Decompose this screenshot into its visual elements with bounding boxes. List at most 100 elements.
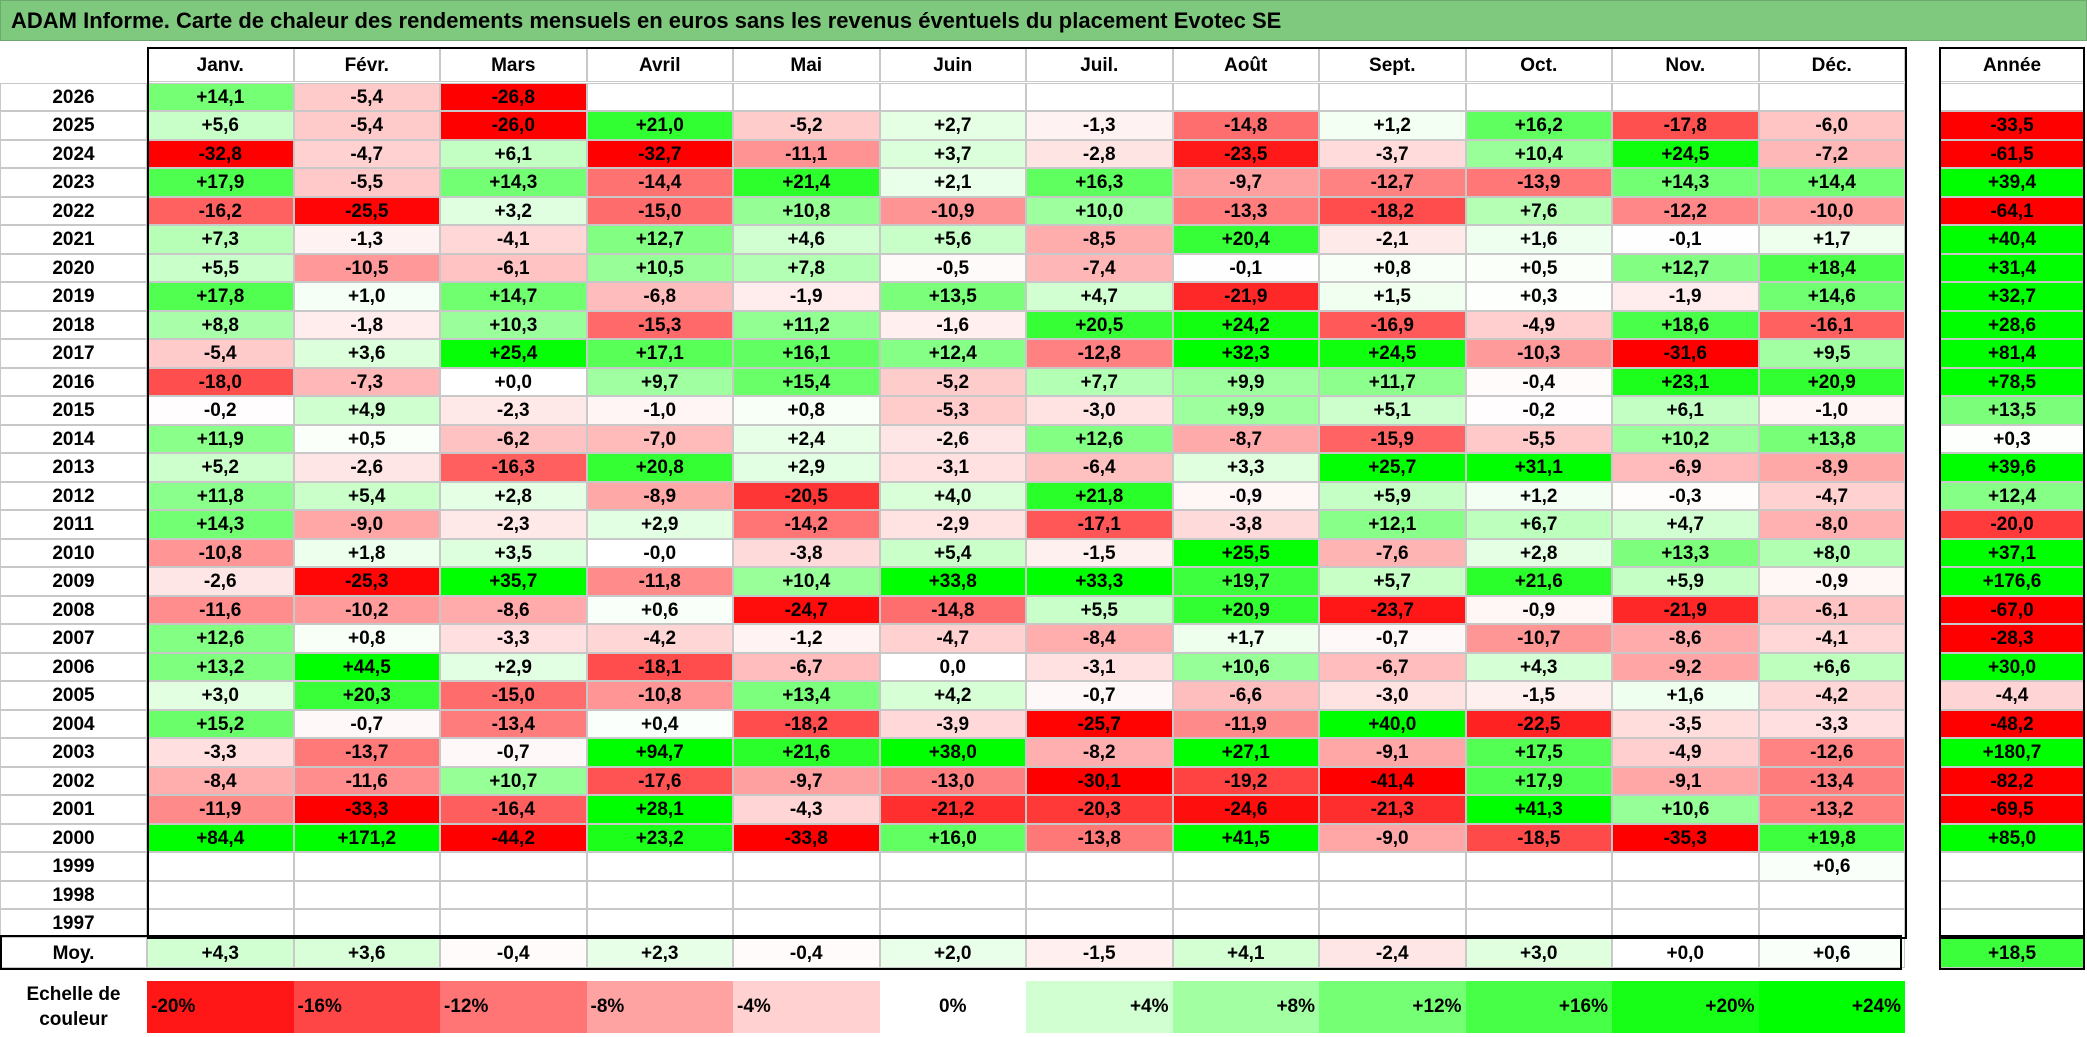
- heatmap-cell: +11,8: [147, 481, 294, 510]
- annual-cell: -4,4: [1939, 681, 2085, 710]
- heatmap-cell: +12,7: [1612, 253, 1759, 282]
- heatmap-cell: -10,3: [1465, 339, 1612, 368]
- heatmap-cell: -32,8: [147, 139, 294, 168]
- heatmap-cell: -7,2: [1758, 139, 1905, 168]
- heatmap-cell: -1,3: [1026, 111, 1173, 140]
- heatmap-cell: +9,5: [1758, 339, 1905, 368]
- heatmap-cell: +9,9: [1172, 396, 1319, 425]
- heatmap-cell: -15,9: [1319, 424, 1466, 453]
- heatmap-cell: +24,2: [1172, 310, 1319, 339]
- heatmap-cell: +16,2: [1465, 111, 1612, 140]
- heatmap-cell: -17,8: [1612, 111, 1759, 140]
- heatmap-cell: [733, 880, 880, 909]
- heatmap-cell: -15,0: [440, 681, 587, 710]
- annual-cell: -28,3: [1939, 624, 2085, 653]
- color-scale-swatch: +16%: [1465, 981, 1612, 1033]
- heatmap-cell: -30,1: [1026, 766, 1173, 795]
- heatmap-cell: -12,6: [1758, 738, 1905, 767]
- heatmap-cell: +4,9: [293, 396, 440, 425]
- heatmap-cell: -9,1: [1612, 766, 1759, 795]
- annual-cell: -20,0: [1939, 510, 2085, 539]
- annual-cell: [1939, 852, 2085, 881]
- heatmap-cell: -3,0: [1026, 396, 1173, 425]
- heatmap-cell: +1,7: [1758, 225, 1905, 254]
- month-header: Juil.: [1026, 47, 1173, 82]
- heatmap-cell: -2,9: [879, 510, 1026, 539]
- annual-cell: -67,0: [1939, 595, 2085, 624]
- heatmap-cell: -6,8: [586, 282, 733, 311]
- heatmap-cell: -13,9: [1465, 168, 1612, 197]
- heatmap-cell: +3,3: [1172, 453, 1319, 482]
- month-header: Mars: [440, 47, 587, 82]
- average-cell: +3,0: [1465, 937, 1612, 968]
- annual-cell: +180,7: [1939, 738, 2085, 767]
- annual-cell: +40,4: [1939, 225, 2085, 254]
- heatmap-cell: -31,6: [1612, 339, 1759, 368]
- year-label: 2025: [0, 111, 147, 140]
- heatmap-cell: -9,7: [733, 766, 880, 795]
- heatmap-cell: -9,2: [1612, 652, 1759, 681]
- annual-cell: +176,6: [1939, 567, 2085, 596]
- month-header: Mai: [733, 47, 880, 82]
- heatmap-cell: -44,2: [440, 823, 587, 852]
- heatmap-cell: -1,6: [879, 310, 1026, 339]
- heatmap-cell: [1026, 82, 1173, 111]
- heatmap-cell: +2,1: [879, 168, 1026, 197]
- heatmap-cell: +14,1: [147, 82, 294, 111]
- heatmap-cell: -6,7: [733, 652, 880, 681]
- heatmap-cell: +14,3: [440, 168, 587, 197]
- heatmap-cell: -10,8: [586, 681, 733, 710]
- heatmap-cell: -5,2: [733, 111, 880, 140]
- heatmap-cell: +8,0: [1758, 538, 1905, 567]
- heatmap-cell: +10,0: [1026, 196, 1173, 225]
- heatmap-cell: +9,7: [586, 367, 733, 396]
- heatmap-cell: -14,8: [1172, 111, 1319, 140]
- heatmap-cell: -5,4: [293, 111, 440, 140]
- heatmap-cell: [440, 880, 587, 909]
- color-scale-swatch: +12%: [1319, 981, 1466, 1033]
- color-scale-swatch: -16%: [293, 981, 440, 1033]
- heatmap-cell: [1026, 880, 1173, 909]
- heatmap-cell: +0,3: [1465, 282, 1612, 311]
- heatmap-cell: +24,5: [1319, 339, 1466, 368]
- heatmap-cell: +4,3: [1465, 652, 1612, 681]
- annual-cell: +13,5: [1939, 396, 2085, 425]
- heatmap-cell: [733, 852, 880, 881]
- heatmap-cell: -8,5: [1026, 225, 1173, 254]
- heatmap-cell: -0,7: [1319, 624, 1466, 653]
- heatmap-cell: -8,0: [1758, 510, 1905, 539]
- heatmap-cell: -21,2: [879, 795, 1026, 824]
- heatmap-cell: +25,7: [1319, 453, 1466, 482]
- heatmap-cell: -0,3: [1612, 481, 1759, 510]
- heatmap-cell: [293, 909, 440, 938]
- heatmap-cell: +2,9: [440, 652, 587, 681]
- heatmap-cell: -11,6: [147, 595, 294, 624]
- average-cell: +4,1: [1172, 937, 1319, 968]
- heatmap-cell: -17,6: [586, 766, 733, 795]
- heatmap-cell: +28,1: [586, 795, 733, 824]
- heatmap-cell: -3,0: [1319, 681, 1466, 710]
- heatmap-cell: -8,6: [440, 595, 587, 624]
- heatmap-cell: -18,5: [1465, 823, 1612, 852]
- heatmap-cell: +7,6: [1465, 196, 1612, 225]
- color-scale-label: Echelle de couleur: [0, 981, 147, 1033]
- year-label: 2006: [0, 652, 147, 681]
- year-label: 2013: [0, 453, 147, 482]
- month-header: Août: [1172, 47, 1319, 82]
- annual-cell: +78,5: [1939, 367, 2085, 396]
- heatmap-cell: -18,1: [586, 652, 733, 681]
- heatmap-cell: -12,2: [1612, 196, 1759, 225]
- heatmap-cell: -0,2: [1465, 396, 1612, 425]
- heatmap-cell: +20,5: [1026, 310, 1173, 339]
- heatmap-cell: -8,4: [1026, 624, 1173, 653]
- heatmap-cell: -24,6: [1172, 795, 1319, 824]
- chart-title: ADAM Informe. Carte de chaleur des rende…: [0, 0, 2087, 41]
- heatmap-cell: +7,8: [733, 253, 880, 282]
- heatmap-cell: +5,2: [147, 453, 294, 482]
- heatmap-cell: -8,2: [1026, 738, 1173, 767]
- heatmap-cell: -11,8: [586, 567, 733, 596]
- heatmap-cell: -5,4: [147, 339, 294, 368]
- heatmap-cell: +1,6: [1465, 225, 1612, 254]
- heatmap-cell: -1,9: [733, 282, 880, 311]
- year-label: 2022: [0, 196, 147, 225]
